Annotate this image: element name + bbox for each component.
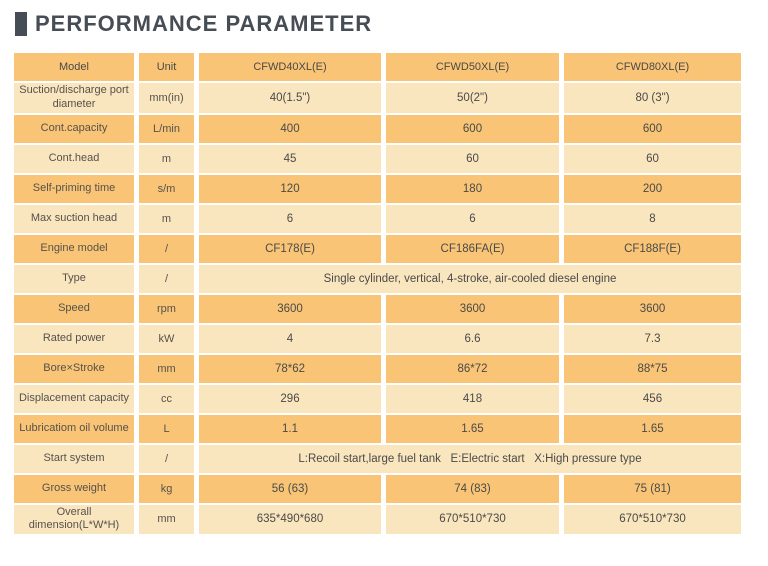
row-unit: /: [139, 264, 194, 293]
spec-value: 200: [564, 174, 741, 203]
spec-merged-value: L:Recoil start,large fuel tank E:Electri…: [199, 444, 741, 473]
row-label: Displacement capacity: [14, 384, 134, 413]
row-label: Speed: [14, 294, 134, 323]
table-row-lubrication-oil-volume: Lubricatiom oil volume L 1.1 1.65 1.65: [14, 414, 741, 443]
row-unit: s/m: [139, 174, 194, 203]
spec-value: 40(1.5"): [199, 83, 381, 113]
spec-value: 1.1: [199, 414, 381, 443]
page-header: PERFORMANCE PARAMETER: [0, 0, 768, 37]
row-unit: m: [139, 144, 194, 173]
spec-value: CF188F(E): [564, 234, 741, 263]
row-label: Max suction head: [14, 204, 134, 233]
table-row-displacement-capacity: Displacement capacity cc 296 418 456: [14, 384, 741, 413]
table-header-row: Model Unit CFWD40XL(E) CFWD50XL(E) CFWD8…: [14, 53, 741, 82]
row-unit: L: [139, 414, 194, 443]
row-unit: kg: [139, 474, 194, 503]
row-label: Cont.capacity: [14, 114, 134, 143]
table-row-engine-model: Engine model / CF178(E) CF186FA(E) CF188…: [14, 234, 741, 263]
column-header-model: Model: [14, 53, 134, 82]
table-row-bore-stroke: Bore×Stroke mm 78*62 86*72 88*75: [14, 354, 741, 383]
table-row-cont-capacity: Cont.capacity L/min 400 600 600: [14, 114, 741, 143]
spec-value: 7.3: [564, 324, 741, 353]
row-unit: rpm: [139, 294, 194, 323]
spec-value: 456: [564, 384, 741, 413]
row-label: Self-priming time: [14, 174, 134, 203]
row-unit: cc: [139, 384, 194, 413]
spec-value: 3600: [386, 294, 559, 323]
spec-value: 1.65: [564, 414, 741, 443]
row-unit: mm: [139, 504, 194, 535]
spec-value: 670*510*730: [564, 504, 741, 535]
spec-value: 1.65: [386, 414, 559, 443]
row-unit: /: [139, 234, 194, 263]
table-row-overall-dimension: Overall dimension(L*W*H) mm 635*490*680 …: [14, 504, 741, 535]
spec-merged-value: Single cylinder, vertical, 4-stroke, air…: [199, 264, 741, 293]
spec-value: 600: [564, 114, 741, 143]
spec-value: 80 (3"): [564, 83, 741, 113]
spec-value: 418: [386, 384, 559, 413]
row-label: Start system: [14, 444, 134, 473]
row-unit: mm: [139, 354, 194, 383]
spec-value: 8: [564, 204, 741, 233]
table-row-cont-head: Cont.head m 45 60 60: [14, 144, 741, 173]
row-label: Lubricatiom oil volume: [14, 414, 134, 443]
table-row-start-system: Start system / L:Recoil start,large fuel…: [14, 444, 741, 473]
table-row-speed: Speed rpm 3600 3600 3600: [14, 294, 741, 323]
spec-value: 670*510*730: [386, 504, 559, 535]
spec-value: 180: [386, 174, 559, 203]
column-header-cfwd40xl: CFWD40XL(E): [199, 53, 381, 82]
spec-value: 3600: [564, 294, 741, 323]
spec-value: 600: [386, 114, 559, 143]
row-label: Overall dimension(L*W*H): [14, 504, 134, 535]
spec-value: 60: [564, 144, 741, 173]
spec-value: 6: [199, 204, 381, 233]
row-label: Bore×Stroke: [14, 354, 134, 383]
spec-value: 50(2"): [386, 83, 559, 113]
spec-value: 4: [199, 324, 381, 353]
row-unit: L/min: [139, 114, 194, 143]
column-header-cfwd80xl: CFWD80XL(E): [564, 53, 741, 82]
table-row-suction-discharge-port-diameter: Suction/discharge port diameter mm(in) 4…: [14, 83, 741, 113]
row-unit: mm(in): [139, 83, 194, 113]
spec-value: 635*490*680: [199, 504, 381, 535]
spec-value: CF178(E): [199, 234, 381, 263]
row-label: Engine model: [14, 234, 134, 263]
table-row-rated-power: Rated power kW 4 6.6 7.3: [14, 324, 741, 353]
spec-value: 120: [199, 174, 381, 203]
spec-value: 45: [199, 144, 381, 173]
table-row-type: Type / Single cylinder, vertical, 4-stro…: [14, 264, 741, 293]
column-header-unit: Unit: [139, 53, 194, 82]
row-label: Type: [14, 264, 134, 293]
spec-value: CF186FA(E): [386, 234, 559, 263]
row-label: Gross weight: [14, 474, 134, 503]
performance-parameter-table: Model Unit CFWD40XL(E) CFWD50XL(E) CFWD8…: [9, 51, 746, 536]
spec-value: 6: [386, 204, 559, 233]
column-header-cfwd50xl: CFWD50XL(E): [386, 53, 559, 82]
spec-value: 60: [386, 144, 559, 173]
spec-value: 400: [199, 114, 381, 143]
spec-value: 86*72: [386, 354, 559, 383]
spec-value: 6.6: [386, 324, 559, 353]
row-label: Cont.head: [14, 144, 134, 173]
spec-value: 75 (81): [564, 474, 741, 503]
table-row-max-suction-head: Max suction head m 6 6 8: [14, 204, 741, 233]
spec-value: 78*62: [199, 354, 381, 383]
spec-value: 3600: [199, 294, 381, 323]
table-row-self-priming-time: Self-priming time s/m 120 180 200: [14, 174, 741, 203]
spec-value: 296: [199, 384, 381, 413]
row-unit: kW: [139, 324, 194, 353]
spec-value: 88*75: [564, 354, 741, 383]
row-label: Suction/discharge port diameter: [14, 83, 134, 113]
title-bullet-icon: [15, 12, 27, 37]
row-unit: m: [139, 204, 194, 233]
row-label: Rated power: [14, 324, 134, 353]
spec-value: 56 (63): [199, 474, 381, 503]
row-unit: /: [139, 444, 194, 473]
spec-value: 74 (83): [386, 474, 559, 503]
table-row-gross-weight: Gross weight kg 56 (63) 74 (83) 75 (81): [14, 474, 741, 503]
page-title: PERFORMANCE PARAMETER: [35, 11, 373, 36]
